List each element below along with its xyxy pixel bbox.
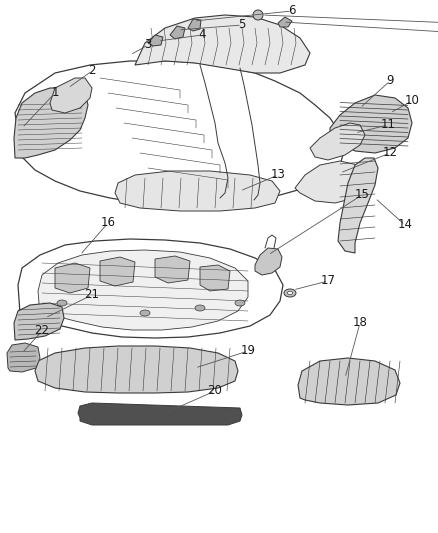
Text: 19: 19 — [240, 344, 255, 358]
Text: 1: 1 — [51, 86, 59, 100]
Polygon shape — [14, 88, 88, 158]
Text: 4: 4 — [198, 28, 206, 42]
Ellipse shape — [140, 310, 150, 316]
Text: 2: 2 — [88, 64, 96, 77]
Ellipse shape — [284, 289, 296, 297]
Circle shape — [253, 10, 263, 20]
Polygon shape — [298, 358, 400, 405]
Text: 21: 21 — [85, 288, 99, 302]
Text: 12: 12 — [382, 147, 398, 159]
Ellipse shape — [287, 291, 293, 295]
Polygon shape — [170, 26, 185, 39]
Text: 16: 16 — [100, 216, 116, 230]
Polygon shape — [78, 403, 242, 425]
Text: 9: 9 — [386, 75, 394, 87]
Text: 15: 15 — [355, 189, 369, 201]
Polygon shape — [255, 248, 282, 275]
Text: 3: 3 — [144, 38, 152, 52]
Text: 17: 17 — [321, 274, 336, 287]
Ellipse shape — [57, 300, 67, 306]
Text: 11: 11 — [381, 118, 396, 132]
Text: 6: 6 — [288, 4, 296, 18]
Polygon shape — [14, 303, 64, 340]
Text: 10: 10 — [405, 94, 420, 108]
Text: 5: 5 — [238, 19, 246, 31]
Polygon shape — [50, 78, 92, 113]
Polygon shape — [338, 158, 378, 253]
Polygon shape — [38, 250, 248, 330]
Polygon shape — [7, 343, 40, 372]
Polygon shape — [295, 161, 368, 203]
Text: 20: 20 — [208, 384, 223, 398]
Polygon shape — [200, 265, 230, 291]
Polygon shape — [18, 239, 283, 338]
Polygon shape — [135, 15, 310, 73]
Text: 18: 18 — [353, 317, 367, 329]
Polygon shape — [155, 256, 190, 283]
Polygon shape — [115, 171, 280, 211]
Text: 13: 13 — [271, 168, 286, 182]
Polygon shape — [148, 35, 163, 46]
Polygon shape — [278, 17, 292, 27]
Text: 14: 14 — [398, 219, 413, 231]
Polygon shape — [15, 61, 345, 205]
Polygon shape — [310, 123, 365, 160]
Polygon shape — [35, 346, 238, 393]
Polygon shape — [330, 95, 412, 153]
Polygon shape — [188, 19, 201, 31]
Polygon shape — [55, 263, 90, 293]
Ellipse shape — [235, 300, 245, 306]
Ellipse shape — [195, 305, 205, 311]
Text: 22: 22 — [35, 325, 49, 337]
Polygon shape — [100, 257, 135, 286]
